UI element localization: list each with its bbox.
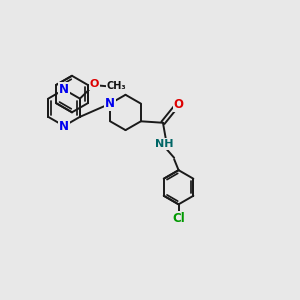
Text: NH: NH (155, 139, 174, 149)
Text: N: N (105, 97, 115, 110)
Text: CH₃: CH₃ (107, 81, 127, 91)
Text: O: O (174, 98, 184, 111)
Text: N: N (59, 119, 69, 133)
Text: O: O (90, 79, 99, 89)
Text: N: N (59, 83, 69, 96)
Text: Cl: Cl (172, 212, 185, 225)
